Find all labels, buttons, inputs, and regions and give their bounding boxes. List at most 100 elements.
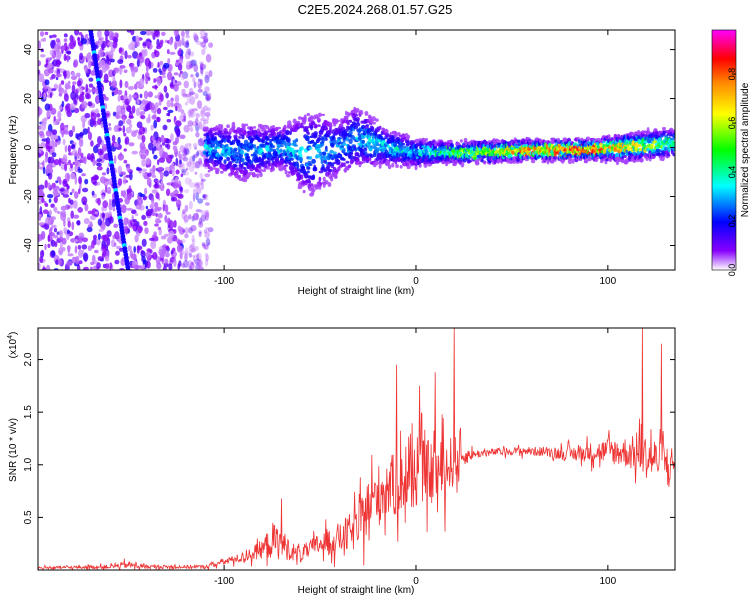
noise-cell xyxy=(193,34,199,41)
noise-cell xyxy=(73,239,79,243)
noise-cell xyxy=(199,149,203,157)
signal-cell xyxy=(306,166,311,170)
noise-cell xyxy=(196,40,202,46)
noise-cell xyxy=(47,62,52,68)
signal-cell xyxy=(448,139,453,144)
noise-cell xyxy=(155,217,161,223)
signal-cell xyxy=(216,146,221,149)
signal-cell xyxy=(306,170,310,174)
noise-cell xyxy=(196,151,200,157)
noise-cell xyxy=(106,167,110,175)
noise-cell xyxy=(191,234,195,243)
signal-cell xyxy=(361,139,366,144)
noise-cell xyxy=(146,41,152,47)
noise-cell xyxy=(179,250,183,260)
signal-cell xyxy=(355,122,361,127)
noise-cell xyxy=(88,83,94,88)
signal-cell xyxy=(344,152,349,157)
noise-cell xyxy=(196,253,200,261)
noise-cell xyxy=(98,49,104,58)
noise-cell xyxy=(80,152,84,158)
snr-multiplier-close: ) xyxy=(8,332,19,335)
signal-cell xyxy=(318,176,322,182)
noise-cell xyxy=(193,63,198,72)
noise-cell xyxy=(108,50,114,59)
noise-cell xyxy=(204,211,209,221)
signal-cell xyxy=(338,123,344,128)
signal-cell xyxy=(640,134,645,138)
noise-cell xyxy=(198,157,203,165)
noise-cell xyxy=(185,60,192,70)
signal-cell xyxy=(278,168,283,172)
noise-cell xyxy=(131,150,138,155)
noise-cell xyxy=(103,73,109,82)
noise-cell xyxy=(64,163,68,172)
noise-cell xyxy=(54,138,58,143)
noise-cell xyxy=(49,232,55,237)
noise-cell xyxy=(197,121,203,129)
signal-cell xyxy=(467,159,472,163)
noise-cell xyxy=(141,168,147,172)
noise-cell xyxy=(51,88,57,92)
signal-cell xyxy=(345,160,350,164)
y-tick-label: -40 xyxy=(23,238,34,253)
signal-cell xyxy=(423,163,428,168)
noise-cell xyxy=(48,198,52,203)
noise-cell xyxy=(51,224,57,229)
noise-cell xyxy=(86,226,93,233)
signal-cell xyxy=(375,143,381,146)
noise-cell xyxy=(161,151,169,159)
noise-cell xyxy=(78,232,85,240)
noise-cell xyxy=(194,146,198,150)
noise-cell xyxy=(172,78,176,86)
noise-cell xyxy=(145,65,149,73)
noise-cell xyxy=(47,182,51,190)
noise-cell xyxy=(91,176,97,185)
noise-cell xyxy=(66,245,71,251)
noise-cell xyxy=(198,220,204,228)
noise-cell xyxy=(155,192,160,200)
noise-cell xyxy=(117,59,124,65)
signal-cell xyxy=(300,146,304,151)
noise-cell xyxy=(205,238,211,247)
noise-cell xyxy=(180,109,185,115)
noise-cell xyxy=(203,38,209,43)
noise-cell xyxy=(192,143,198,148)
noise-cell xyxy=(69,103,76,111)
noise-cell xyxy=(190,59,197,67)
signal-cell xyxy=(441,160,446,165)
noise-cell xyxy=(67,229,70,235)
signal-cell xyxy=(363,147,368,151)
noise-cell xyxy=(158,157,165,163)
noise-cell xyxy=(162,124,168,131)
signal-cell xyxy=(354,147,358,152)
signal-cell xyxy=(238,174,242,179)
noise-cell xyxy=(54,206,58,213)
signal-cell xyxy=(671,141,675,145)
noise-cell xyxy=(200,106,206,115)
noise-cell xyxy=(94,249,99,254)
noise-cell xyxy=(168,230,175,239)
noise-cell xyxy=(131,69,136,78)
noise-cell xyxy=(203,244,209,250)
noise-cell xyxy=(188,110,191,119)
noise-cell xyxy=(44,222,50,230)
noise-cell xyxy=(188,165,195,173)
noise-cell xyxy=(153,78,157,83)
signal-cell xyxy=(243,169,249,175)
signal-cell xyxy=(610,150,614,154)
signal-cell xyxy=(629,131,634,136)
signal-cell xyxy=(346,122,350,126)
snr-y-axis-label: SNR (10 * v/v) xyxy=(8,418,19,482)
noise-cell xyxy=(124,80,129,89)
noise-cell xyxy=(87,210,94,215)
noise-cell xyxy=(177,193,184,199)
noise-cell xyxy=(199,62,204,71)
noise-cell xyxy=(198,79,202,86)
noise-cell xyxy=(86,53,92,62)
signal-cell xyxy=(302,121,306,125)
signal-cell xyxy=(475,158,480,164)
x-tick-label: 100 xyxy=(600,276,617,287)
noise-cell xyxy=(181,37,185,46)
noise-cell xyxy=(113,142,119,148)
